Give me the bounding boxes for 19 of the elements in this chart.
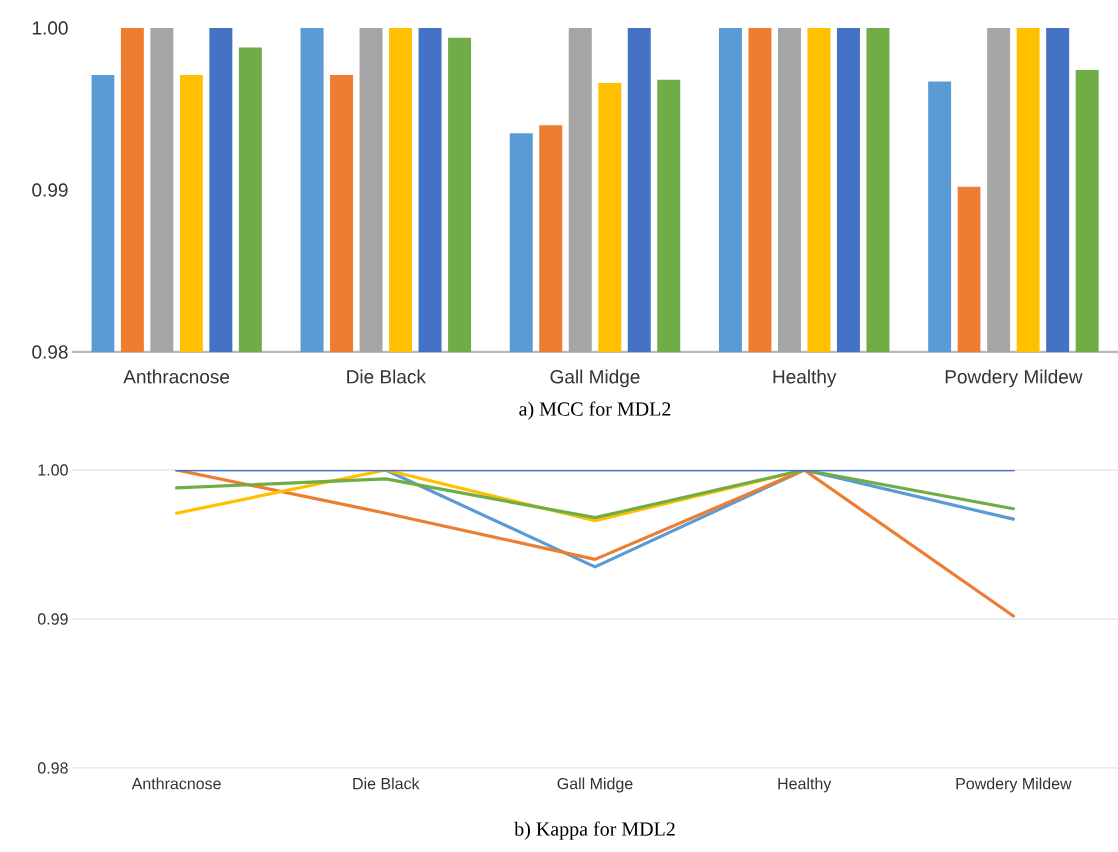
text: a) MCC for MDL2 bbox=[519, 401, 671, 420]
y-tick-label: 0.99 bbox=[37, 613, 68, 625]
x-tick-label: Powdery Mildew bbox=[956, 777, 1072, 793]
x-tick-label: Powdery Mildew bbox=[945, 369, 1083, 388]
y-tick-label: 0.99 bbox=[32, 183, 68, 197]
x-tick-label: Healthy bbox=[778, 777, 832, 793]
y-tick-label: 0.98 bbox=[32, 345, 68, 359]
x-tick-label: Die Black bbox=[347, 369, 426, 384]
y-tick-label: 0.98 bbox=[37, 762, 68, 774]
text: b) Kappa for MDL2 bbox=[514, 821, 675, 840]
y-tick-label: 1.00 bbox=[32, 21, 68, 35]
x-tick-label: Gall Midge bbox=[557, 777, 633, 793]
y-tick-label: 1.00 bbox=[38, 464, 68, 476]
x-tick-label: Gall Midge bbox=[550, 369, 640, 388]
x-tick-label: Die Black bbox=[353, 777, 420, 790]
x-tick-label: Anthracnose bbox=[131, 777, 221, 790]
line-series bbox=[175, 470, 1015, 520]
x-tick-label: Healthy bbox=[773, 369, 837, 388]
x-tick-label: Anthracnose bbox=[123, 369, 230, 384]
